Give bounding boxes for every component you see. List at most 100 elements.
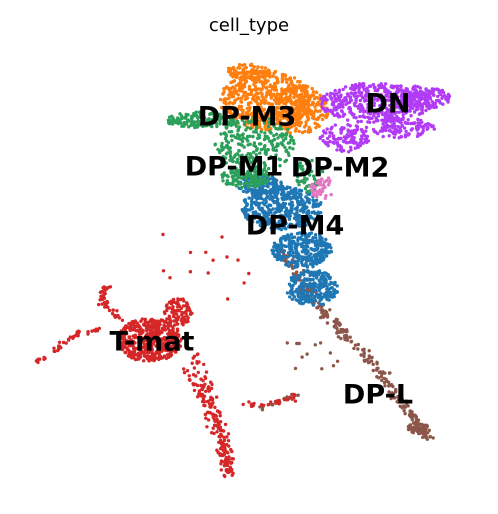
point-dp-m3 — [244, 75, 248, 80]
point-dp-m3 — [293, 92, 297, 97]
point-dp-m4 — [299, 281, 304, 286]
point-dn — [349, 139, 353, 143]
point-dp-m1 — [309, 169, 314, 174]
point-dn — [328, 139, 332, 144]
point-dp-m3 — [241, 108, 245, 113]
point-dp-m1 — [303, 171, 308, 175]
point-t-mat — [131, 344, 135, 348]
point-dp-m4 — [258, 223, 262, 228]
point-dp-l — [390, 391, 394, 395]
point-dp-m1 — [246, 143, 250, 147]
point-dp-m1 — [271, 139, 275, 143]
point-dp-m4 — [319, 285, 323, 290]
point-dp-m1 — [274, 153, 278, 157]
point-dp-m3 — [310, 86, 314, 91]
point-dn — [366, 115, 370, 119]
point-dp-l — [404, 399, 409, 403]
point-dp-m3 — [269, 84, 273, 89]
point-dp-m1 — [299, 167, 304, 171]
point-t-mat — [182, 311, 186, 315]
point-dn — [346, 129, 351, 134]
point-t-mat — [203, 376, 208, 380]
point-dp-m3 — [255, 68, 259, 72]
point-dp-m4 — [290, 297, 294, 301]
point-dp-m1 — [245, 137, 249, 141]
point-dp-m3 — [284, 77, 288, 81]
point-dp-m4 — [329, 280, 333, 285]
point-dp-m1 — [310, 158, 314, 163]
point-dp-m3 — [230, 91, 235, 96]
point-t-mat — [172, 331, 176, 335]
point-dp-m1 — [225, 179, 229, 183]
point-dn — [401, 113, 405, 117]
point-dp-m1 — [222, 122, 226, 126]
point-dn — [388, 108, 392, 112]
point-dp-m1 — [238, 134, 242, 138]
point-dn — [408, 104, 412, 109]
point-t-mat — [137, 347, 141, 351]
point-dp-m4 — [256, 189, 261, 194]
point-dp-l — [295, 341, 299, 346]
point-dn — [364, 136, 369, 141]
point-t-mat — [188, 312, 193, 316]
point-dp-m1 — [225, 122, 229, 127]
point-t-mat — [291, 392, 295, 397]
point-dn — [416, 117, 420, 122]
point-t-mat — [182, 370, 187, 375]
point-t-mat — [142, 322, 146, 327]
point-dp-m1 — [262, 167, 267, 171]
point-dn — [350, 134, 354, 139]
point-dp-m1 — [263, 164, 267, 168]
point-dn — [337, 105, 341, 109]
point-dp-l — [403, 411, 407, 416]
point-dn — [368, 112, 373, 116]
point-dp-m4 — [335, 284, 339, 288]
point-dp-m3 — [298, 120, 302, 125]
point-t-mat — [181, 304, 186, 308]
point-dp-m1 — [254, 127, 258, 132]
point-dp-m4 — [278, 255, 282, 259]
point-dn — [406, 108, 410, 113]
point-dp-m3 — [264, 71, 269, 76]
point-dp-m1 — [260, 173, 264, 177]
point-t-mat — [211, 426, 215, 430]
point-dp-m3 — [242, 115, 246, 119]
point-dn — [348, 98, 353, 102]
point-dp-m4 — [300, 250, 304, 254]
point-dn — [334, 105, 339, 109]
point-dp-m4 — [313, 241, 317, 246]
point-dp-m3 — [237, 62, 242, 67]
point-dp-m1 — [252, 150, 256, 154]
point-dp-m1 — [262, 137, 267, 142]
point-t-mat — [149, 341, 153, 346]
point-t-mat — [131, 334, 135, 338]
point-dn — [321, 107, 325, 111]
point-dp-m4 — [262, 225, 266, 230]
point-dp-m4 — [280, 243, 284, 247]
point-dp-m3 — [290, 81, 294, 85]
point-dp-m4 — [309, 231, 314, 235]
point-t-mat — [147, 339, 151, 343]
point-t-mat — [242, 281, 246, 285]
point-dp-m4 — [292, 295, 297, 299]
point-dp-m1 — [306, 170, 310, 175]
point-dp-m3 — [249, 63, 253, 68]
point-t-mat — [218, 410, 222, 415]
point-t-mat — [181, 320, 186, 324]
point-dp-m4 — [269, 192, 273, 197]
point-dp-m3 — [223, 86, 227, 91]
point-dn — [396, 84, 400, 89]
point-dp-m3 — [324, 101, 328, 105]
point-t-mat — [219, 468, 223, 472]
point-dp-m4 — [248, 208, 252, 212]
point-dp-m1 — [240, 185, 244, 190]
point-dp-m3 — [312, 97, 317, 101]
point-dp-l — [427, 428, 431, 432]
point-t-mat — [71, 336, 75, 340]
point-dp-m1 — [235, 152, 239, 156]
point-dn — [331, 100, 335, 104]
point-dp-m1 — [231, 177, 235, 181]
point-dn — [365, 86, 369, 90]
point-dp-m3 — [243, 82, 247, 86]
point-t-mat — [184, 320, 189, 324]
